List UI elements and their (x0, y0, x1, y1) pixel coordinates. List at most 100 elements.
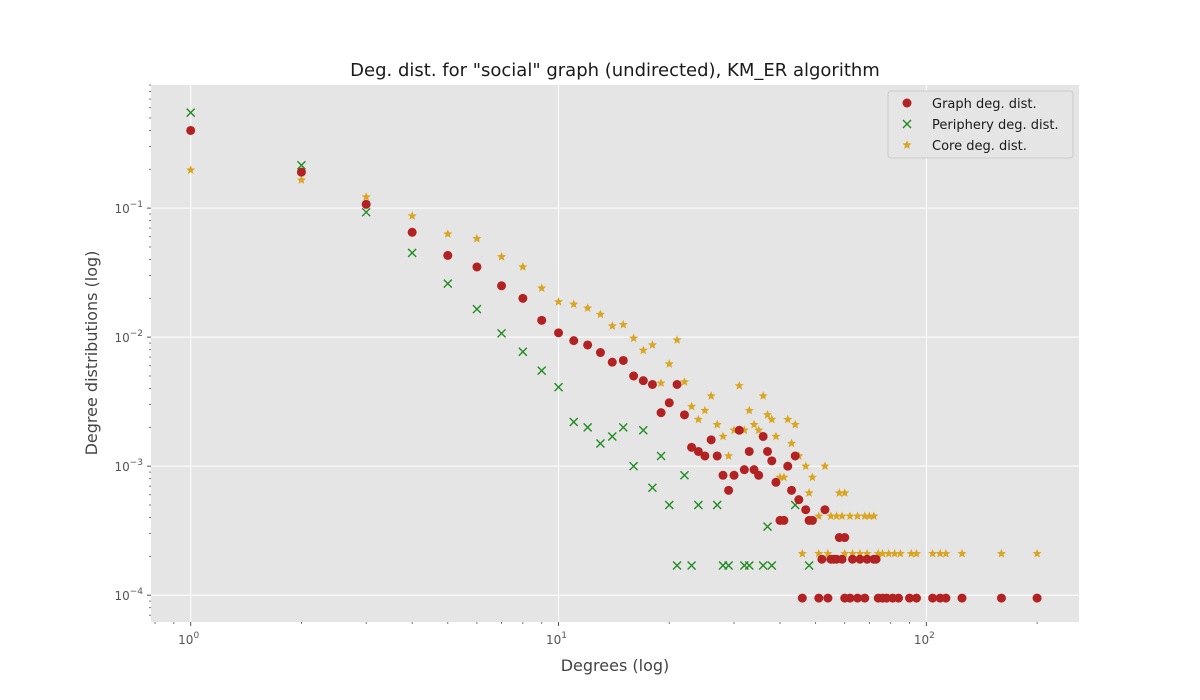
data-point-series-1 (687, 560, 697, 570)
data-point-series-0 (729, 470, 739, 480)
data-point-series-2 (869, 511, 879, 521)
data-point-series-0 (296, 167, 306, 177)
data-point-series-1 (804, 560, 814, 570)
data-point-series-0 (569, 336, 579, 346)
data-point-series-0 (820, 505, 830, 515)
data-point-series-2 (706, 391, 716, 400)
data-point-series-0 (855, 554, 865, 564)
data-point-series-0 (860, 593, 870, 603)
data-point-series-1 (672, 560, 682, 570)
data-point-series-1 (724, 560, 734, 570)
data-marks (186, 108, 1042, 603)
data-point-series-1 (518, 347, 528, 357)
data-point-series-2 (957, 548, 967, 558)
data-point-series-0 (537, 315, 547, 325)
data-point-series-2 (607, 321, 617, 330)
data-point-series-2 (779, 472, 789, 482)
data-point-series-0 (638, 376, 648, 386)
data-point-series-2 (786, 438, 797, 448)
data-point-series-2 (807, 472, 817, 482)
data-point-series-2 (443, 229, 453, 238)
data-point-series-2 (186, 165, 196, 175)
data-point-series-2 (361, 192, 371, 201)
data-point-series-0 (801, 505, 811, 515)
data-point-series-0 (744, 446, 754, 456)
data-point-series-0 (647, 379, 657, 389)
data-point-series-0 (848, 554, 858, 564)
x-axis-label: Degrees (log) (561, 656, 670, 675)
data-point-series-2 (693, 414, 703, 424)
data-point-series-2 (852, 511, 863, 521)
data-point-series-2 (801, 461, 811, 471)
data-point-series-0 (679, 410, 689, 420)
data-point-series-0 (783, 461, 793, 471)
data-point-series-0 (687, 442, 697, 452)
data-point-series-2 (873, 548, 883, 558)
data-point-series-0 (700, 451, 710, 461)
data-point-series-2 (758, 391, 768, 400)
data-point-series-0 (607, 357, 617, 367)
legend: Graph deg. dist. Periphery deg. dist. Core… (887, 90, 1074, 159)
chart-title: Deg. dist. for "social" graph (undirecte… (350, 60, 880, 81)
data-point-series-0 (497, 281, 507, 291)
data-point-series-0 (724, 485, 734, 495)
legend-marker-1 (902, 119, 912, 129)
data-point-series-0 (706, 435, 716, 445)
data-point-series-2 (911, 548, 922, 558)
data-point-series-1 (472, 304, 482, 314)
data-point-series-1 (361, 207, 371, 217)
data-point-series-2 (518, 262, 528, 271)
data-point-series-0 (928, 593, 938, 603)
data-point-series-2 (797, 548, 807, 558)
data-point-series-2 (744, 405, 754, 415)
data-point-series-1 (296, 160, 306, 170)
data-point-series-2 (820, 461, 830, 471)
data-point-series-0 (361, 199, 371, 209)
data-point-series-0 (787, 485, 797, 495)
data-point-series-2 (771, 431, 781, 441)
data-point-series-1 (664, 500, 674, 510)
plot-background (151, 85, 1079, 622)
data-point-series-0 (790, 451, 800, 461)
data-point-series-0 (840, 533, 850, 543)
data-point-series-2 (712, 419, 722, 429)
data-point-series-0 (853, 593, 863, 603)
series-1 (186, 108, 814, 570)
data-point-series-2 (762, 410, 773, 419)
data-point-series-2 (826, 511, 836, 521)
data-point-series-2 (823, 548, 833, 558)
data-point-series-2 (783, 414, 793, 424)
data-point-series-0 (905, 593, 915, 603)
data-point-series-2 (618, 319, 628, 329)
data-point-series-0 (911, 593, 921, 603)
data-point-series-1 (679, 470, 689, 480)
data-point-series-2 (729, 425, 739, 435)
y-tick-label-0: 10−4 (114, 587, 143, 603)
data-point-series-2 (935, 548, 945, 558)
data-point-series-2 (767, 414, 777, 424)
data-point-series-2 (790, 419, 800, 429)
data-point-series-0 (518, 293, 528, 303)
data-point-series-2 (595, 309, 605, 319)
data-point-series-0 (957, 593, 967, 603)
data-point-series-1 (595, 438, 605, 448)
data-point-series-2 (895, 548, 905, 558)
data-point-series-2 (496, 251, 507, 261)
data-point-series-2 (754, 425, 764, 435)
data-point-series-0 (664, 398, 674, 408)
data-point-series-0 (672, 379, 682, 389)
data-point-series-0 (718, 470, 728, 480)
data-point-series-2 (472, 233, 482, 243)
data-point-series-0 (554, 328, 564, 338)
data-point-series-0 (443, 250, 453, 260)
data-point-series-1 (763, 522, 773, 532)
data-point-series-2 (814, 548, 824, 558)
data-point-series-2 (629, 333, 639, 343)
data-point-series-2 (804, 488, 814, 497)
data-point-series-2 (906, 548, 916, 558)
data-point-series-2 (855, 548, 865, 558)
data-point-series-1 (629, 461, 639, 471)
data-point-series-1 (744, 560, 754, 570)
data-point-series-0 (794, 495, 804, 505)
data-point-series-2 (664, 359, 674, 368)
